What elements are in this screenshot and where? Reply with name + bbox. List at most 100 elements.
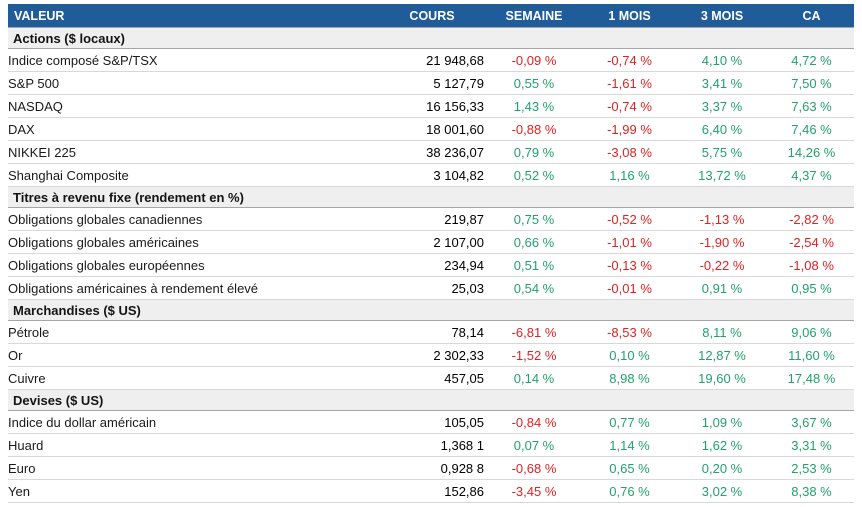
cell-ca: 8,38 % (769, 479, 854, 503)
cell-mois3: 1,62 % (675, 433, 769, 457)
column-header-valeur: VALEUR (8, 4, 380, 28)
cell-mois3: -1,13 % (675, 207, 769, 231)
cell-mois1: -3,08 % (584, 140, 675, 164)
cell-cours: 457,05 (380, 366, 484, 390)
row-label: Pétrole (8, 320, 380, 344)
cell-cours: 2 107,00 (380, 230, 484, 254)
cell-mois1: -1,99 % (584, 117, 675, 141)
cell-ca: 3,31 % (769, 433, 854, 457)
cell-ca: 17,48 % (769, 366, 854, 390)
table-body: Actions ($ locaux) Indice composé S&P/TSX… (8, 27, 854, 503)
cell-mois3: 19,60 % (675, 366, 769, 390)
cell-semaine: 0,66 % (484, 230, 584, 254)
row-label: Indice composé S&P/TSX (8, 48, 380, 72)
cell-mois3: 5,75 % (675, 140, 769, 164)
row-label: Indice du dollar américain (8, 410, 380, 434)
row-label: Obligations globales américaines (8, 230, 380, 254)
cell-ca: 7,50 % (769, 71, 854, 95)
row-label: S&P 500 (8, 71, 380, 95)
cell-semaine: 0,54 % (484, 276, 584, 300)
cell-mois1: 0,10 % (584, 343, 675, 367)
table-row: Euro 0,928 8 -0,68 % 0,65 % 0,20 % 2,53 % (8, 456, 854, 480)
column-header-cours: COURS (380, 4, 484, 28)
cell-mois3: 12,87 % (675, 343, 769, 367)
table-row: Obligations globales américaines 2 107,00… (8, 230, 854, 254)
row-label: Or (8, 343, 380, 367)
cell-cours: 105,05 (380, 410, 484, 434)
column-header-semaine: SEMAINE (484, 4, 584, 28)
cell-mois3: 1,09 % (675, 410, 769, 434)
cell-mois3: 6,40 % (675, 117, 769, 141)
row-label: Huard (8, 433, 380, 457)
table-row: DAX 18 001,60 -0,88 % -1,99 % 6,40 % 7,46 % (8, 117, 854, 141)
table-row: NASDAQ 16 156,33 1,43 % -0,74 % 3,37 % 7,63 % (8, 94, 854, 118)
cell-cours: 21 948,68 (380, 48, 484, 72)
table-row: Indice composé S&P/TSX 21 948,68 -0,09 % -0… (8, 48, 854, 72)
cell-cours: 38 236,07 (380, 140, 484, 164)
cell-ca: 11,60 % (769, 343, 854, 367)
cell-semaine: -6,81 % (484, 320, 584, 344)
cell-ca: 7,63 % (769, 94, 854, 118)
row-label: NIKKEI 225 (8, 140, 380, 164)
cell-ca: 2,53 % (769, 456, 854, 480)
cell-mois1: -1,01 % (584, 230, 675, 254)
cell-cours: 1,368 1 (380, 433, 484, 457)
cell-mois1: 0,65 % (584, 456, 675, 480)
cell-semaine: 0,07 % (484, 433, 584, 457)
section-title: Actions ($ locaux) (8, 27, 854, 49)
table-row: Pétrole 78,14 -6,81 % -8,53 % 8,11 % 9,06 % (8, 320, 854, 344)
cell-mois3: 13,72 % (675, 163, 769, 187)
table-row: Huard 1,368 1 0,07 % 1,14 % 1,62 % 3,31 % (8, 433, 854, 457)
cell-semaine: 0,79 % (484, 140, 584, 164)
cell-semaine: 0,55 % (484, 71, 584, 95)
cell-mois3: 3,02 % (675, 479, 769, 503)
cell-semaine: -3,45 % (484, 479, 584, 503)
row-label: Cuivre (8, 366, 380, 390)
cell-ca: -1,08 % (769, 253, 854, 277)
cell-cours: 18 001,60 (380, 117, 484, 141)
row-label: Euro (8, 456, 380, 480)
row-label: Shanghai Composite (8, 163, 380, 187)
section-title: Titres à revenu fixe (rendement en %) (8, 186, 854, 208)
cell-semaine: -0,09 % (484, 48, 584, 72)
cell-semaine: 0,52 % (484, 163, 584, 187)
cell-cours: 3 104,82 (380, 163, 484, 187)
cell-mois1: 8,98 % (584, 366, 675, 390)
cell-semaine: 0,51 % (484, 253, 584, 277)
cell-mois1: 1,16 % (584, 163, 675, 187)
cell-cours: 0,928 8 (380, 456, 484, 480)
cell-cours: 25,03 (380, 276, 484, 300)
table-row: NIKKEI 225 38 236,07 0,79 % -3,08 % 5,75 % 14… (8, 140, 854, 164)
cell-ca: -2,54 % (769, 230, 854, 254)
cell-semaine: 0,14 % (484, 366, 584, 390)
table-row: Indice du dollar américain 105,05 -0,84 % 0… (8, 410, 854, 434)
table-row: Obligations globales européennes 234,94 0,… (8, 253, 854, 277)
section-row: Marchandises ($ US) (8, 299, 854, 321)
cell-cours: 152,86 (380, 479, 484, 503)
row-label: DAX (8, 117, 380, 141)
cell-cours: 234,94 (380, 253, 484, 277)
section-row: Devises ($ US) (8, 389, 854, 411)
cell-mois1: 0,77 % (584, 410, 675, 434)
cell-mois1: -8,53 % (584, 320, 675, 344)
cell-ca: 7,46 % (769, 117, 854, 141)
table-row: Yen 152,86 -3,45 % 0,76 % 3,02 % 8,38 % (8, 479, 854, 503)
cell-ca: 4,37 % (769, 163, 854, 187)
section-row: Actions ($ locaux) (8, 27, 854, 49)
cell-ca: 9,06 % (769, 320, 854, 344)
cell-mois3: -0,22 % (675, 253, 769, 277)
cell-cours: 78,14 (380, 320, 484, 344)
cell-mois3: -1,90 % (675, 230, 769, 254)
cell-ca: 3,67 % (769, 410, 854, 434)
cell-mois1: -0,01 % (584, 276, 675, 300)
table-row: Or 2 302,33 -1,52 % 0,10 % 12,87 % 11,60 % (8, 343, 854, 367)
table-row: Shanghai Composite 3 104,82 0,52 % 1,16 % 13… (8, 163, 854, 187)
row-label: Obligations américaines à rendement élev… (8, 276, 380, 300)
cell-semaine: -0,68 % (484, 456, 584, 480)
row-label: Yen (8, 479, 380, 503)
table-row: S&P 500 5 127,79 0,55 % -1,61 % 3,41 % 7,50 % (8, 71, 854, 95)
table-row: Obligations globales canadiennes 219,87 0,… (8, 207, 854, 231)
cell-mois1: -0,13 % (584, 253, 675, 277)
row-label: Obligations globales canadiennes (8, 207, 380, 231)
